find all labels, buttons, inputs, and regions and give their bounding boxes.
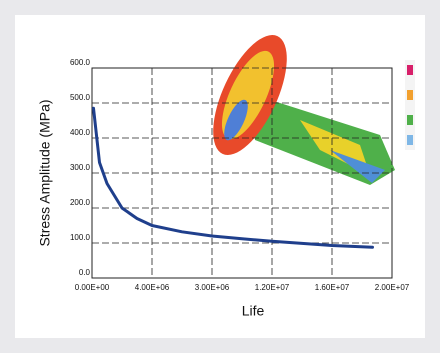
y-tick-label: 0.0 (79, 268, 91, 277)
x-tick-label: 3.00E+06 (195, 283, 230, 292)
x-tick-label: 4.00E+06 (135, 283, 170, 292)
x-tick-label: 1.20E+07 (255, 283, 290, 292)
y-tick-label: 500.0 (70, 93, 91, 102)
page: {"chart_data": {"type": "line", "x_label… (0, 0, 440, 353)
y-tick-label: 300.0 (70, 163, 91, 172)
x-tick-label: 2.00E+07 (375, 283, 410, 292)
y-tick-label: 400.0 (70, 128, 91, 137)
chart: Life Stress Amplitude (MPa) 0.0 100.0 200.… (0, 0, 440, 353)
x-axis-title: Life (242, 303, 265, 319)
x-tick-label: 1.60E+07 (315, 283, 350, 292)
y-tick-label: 100.0 (70, 233, 91, 242)
y-tick-label: 600.0 (70, 58, 91, 67)
x-tick-label: 0.00E+00 (75, 283, 110, 292)
y-axis-title: Stress Amplitude (MPa) (37, 99, 53, 246)
y-tick-label: 200.0 (70, 198, 91, 207)
